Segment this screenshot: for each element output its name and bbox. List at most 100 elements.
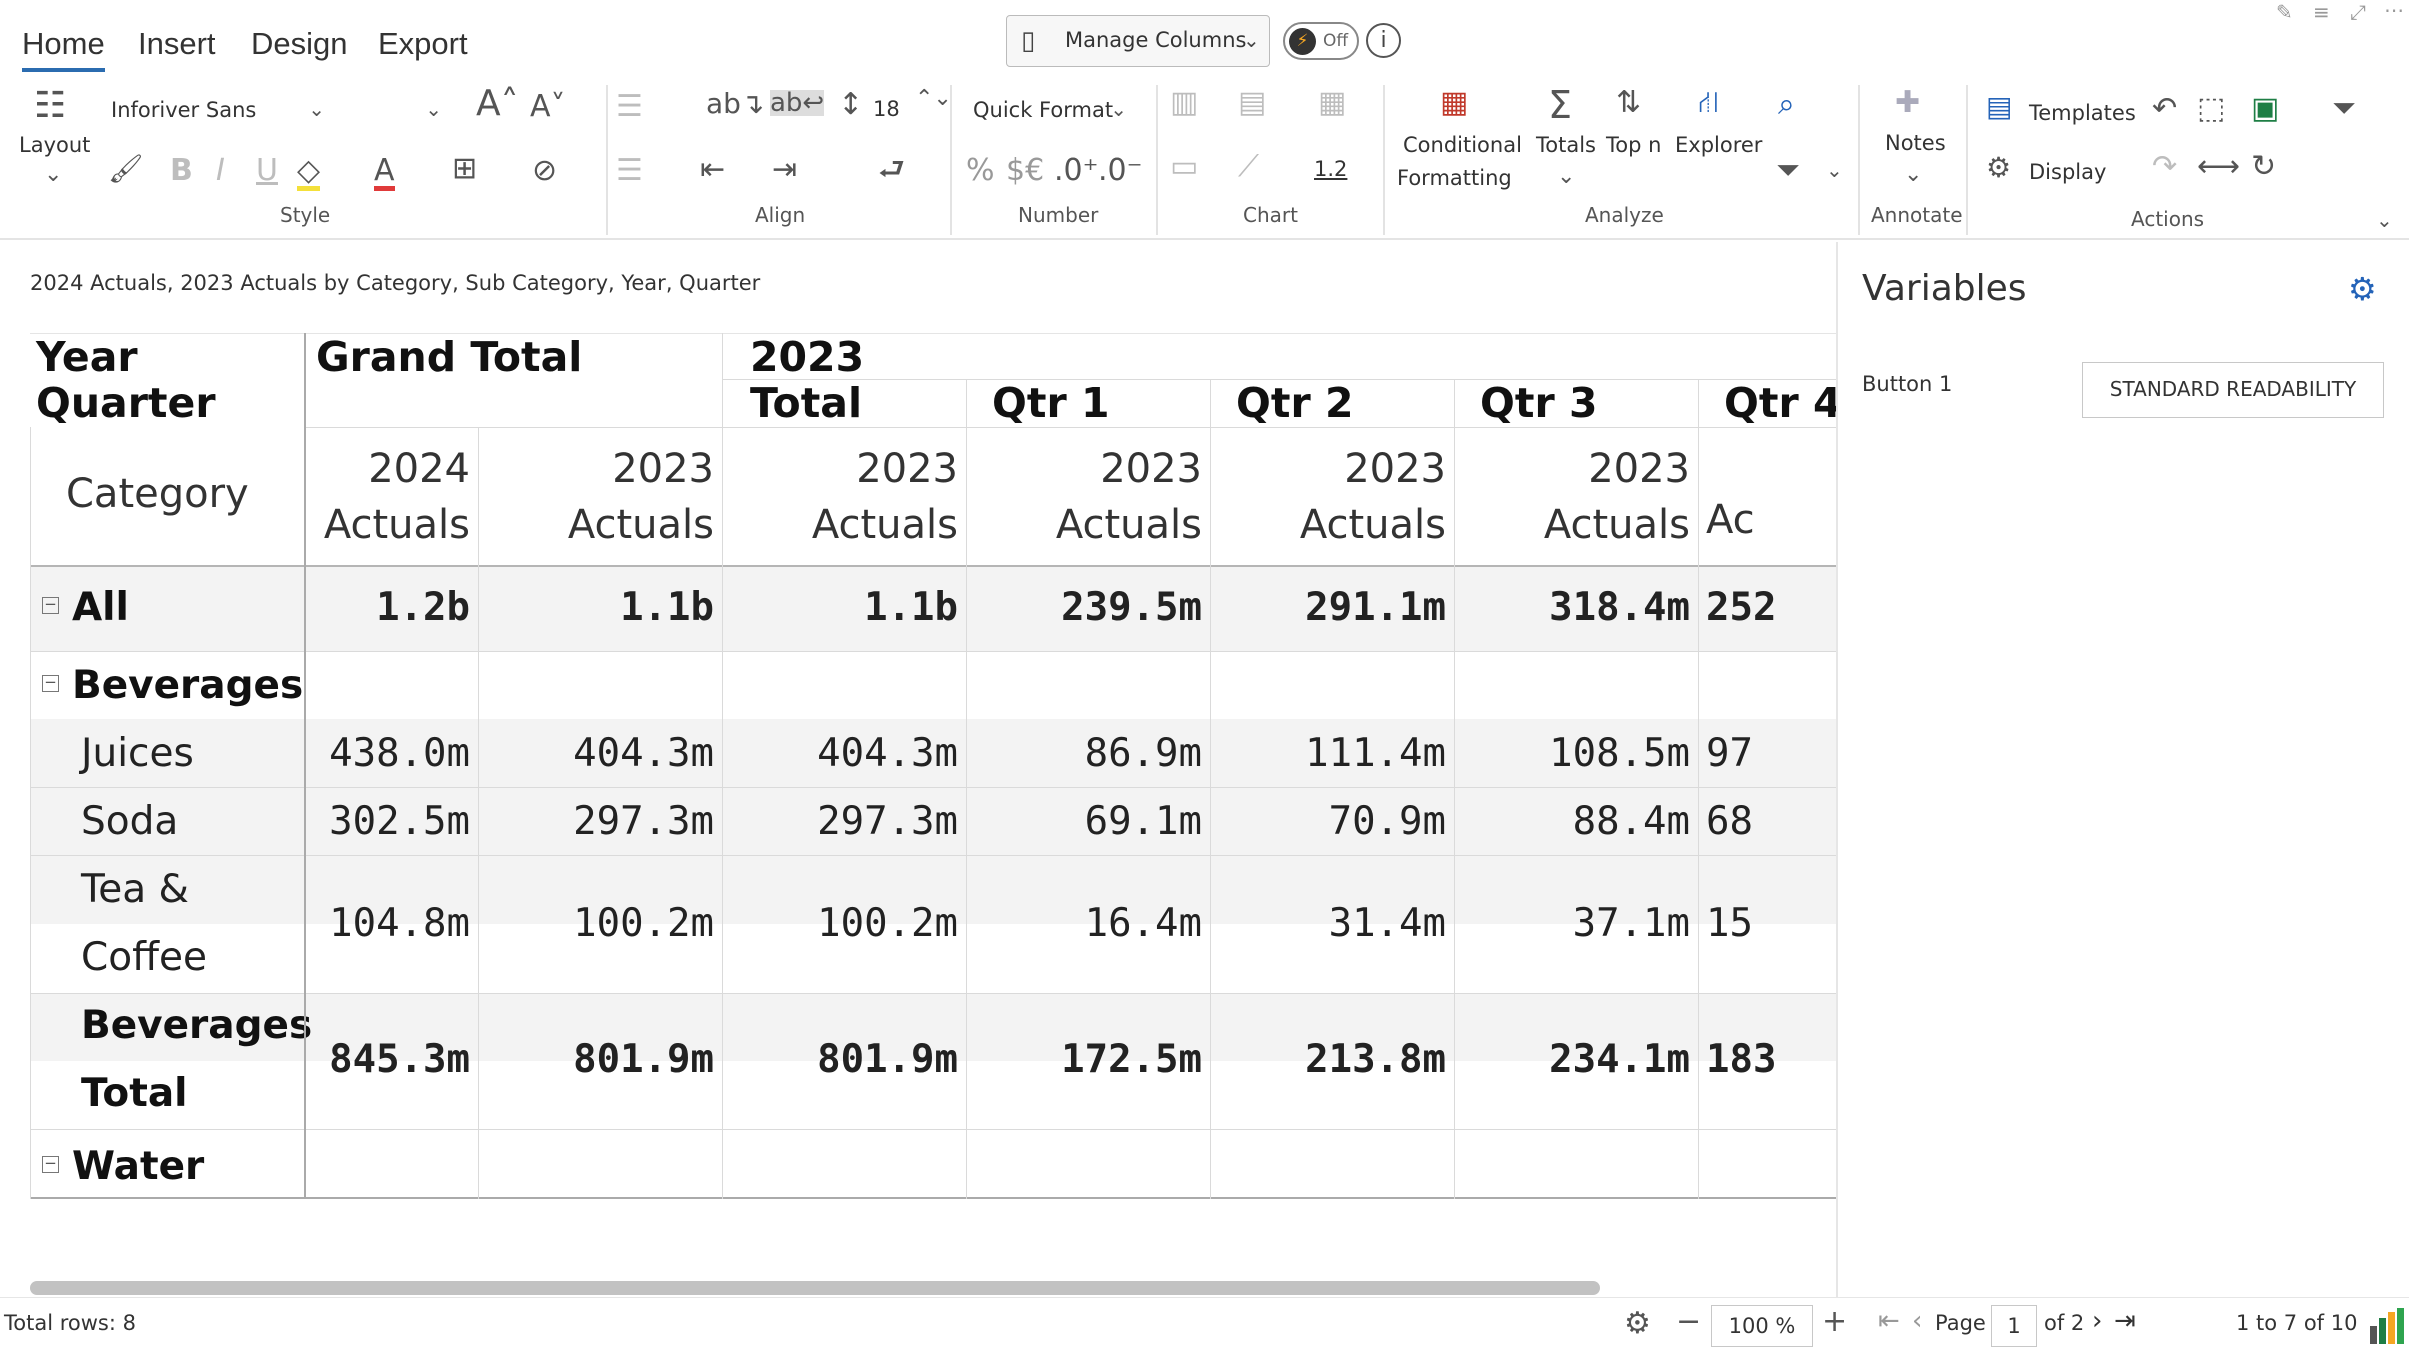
tab-export[interactable]: Export (378, 26, 468, 61)
top-n-label[interactable]: Top n (1606, 133, 1662, 157)
fill-color-icon[interactable]: ◇ (297, 156, 321, 191)
reset-icon[interactable]: ↻ (2251, 149, 2277, 184)
table-cell[interactable]: 213.8m (1305, 1037, 1446, 1082)
pin-icon[interactable]: ✎ (2276, 0, 2293, 24)
row-height-value[interactable]: 18 (873, 97, 900, 121)
font-size-select[interactable]: ⌄ (355, 88, 455, 132)
collapse-water-toggle[interactable]: − (42, 1156, 59, 1173)
currency-icon[interactable]: $€ (1006, 153, 1045, 188)
table-cell[interactable]: 69.1m (1084, 799, 1202, 844)
bold-icon[interactable]: B (170, 153, 193, 188)
table-cell[interactable]: 801.9m (573, 1037, 714, 1082)
filter-icon[interactable]: ⏷ (1776, 153, 1800, 188)
underline-icon[interactable]: U (256, 153, 278, 188)
increase-font-icon[interactable]: A˄ (476, 83, 519, 124)
table-cell[interactable]: 239.5m (1061, 585, 1202, 630)
table-cell[interactable]: 31.4m (1328, 901, 1446, 946)
filter-pane-icon[interactable]: ≡ (2313, 0, 2330, 24)
table-cell[interactable]: 88.4m (1572, 799, 1690, 844)
table-cell[interactable]: 1.1b (620, 585, 714, 630)
excel-export-icon[interactable]: ▣ (2251, 91, 2280, 126)
italic-icon[interactable]: I (216, 153, 225, 188)
zoom-input[interactable]: 100 % (1711, 1305, 1813, 1347)
table-cell[interactable]: 318.4m (1549, 585, 1690, 630)
tab-home[interactable]: Home (22, 26, 105, 72)
font-color-icon[interactable]: A (374, 156, 395, 191)
table-cell[interactable]: 100.2m (817, 901, 958, 946)
horizontal-scrollbar[interactable] (30, 1281, 1600, 1295)
table-cell[interactable]: 438.0m (329, 731, 470, 776)
table-cell[interactable]: 404.3m (573, 731, 714, 776)
standard-readability-button[interactable]: STANDARD READABILITY (2082, 362, 2384, 418)
decrease-indent-icon[interactable]: ⇤ (700, 152, 726, 187)
table-cell[interactable]: 801.9m (817, 1037, 958, 1082)
conditional-formatting-icon[interactable]: ▦ (1440, 85, 1469, 120)
table-cell[interactable]: 100.2m (573, 901, 714, 946)
chevron-down-icon[interactable]: ⌄ (44, 162, 63, 187)
notes-icon[interactable]: ✚ (1895, 85, 1921, 120)
top-n-icon[interactable]: ⇅ (1616, 85, 1642, 120)
first-page-icon[interactable]: ⇤ (1878, 1306, 1900, 1336)
tab-insert[interactable]: Insert (138, 26, 216, 61)
format-painter-icon[interactable]: 🖌 (108, 152, 144, 185)
gear-icon[interactable]: ⚙ (1624, 1306, 1651, 1341)
table-cell[interactable]: 70.9m (1328, 799, 1446, 844)
table-cell[interactable]: 297.3m (573, 799, 714, 844)
table-cell[interactable]: 15 (1706, 901, 1753, 946)
display-label[interactable]: Display (2029, 160, 2107, 184)
undo-icon[interactable]: ↶ (2152, 91, 2178, 126)
collapse-beverages-toggle[interactable]: − (42, 675, 59, 692)
table-cell[interactable]: 297.3m (817, 799, 958, 844)
line-chart-icon[interactable]: ⟋ (1238, 149, 1259, 184)
column-chart-icon[interactable]: ▥ (1170, 85, 1199, 120)
more-options-icon[interactable]: ⋯ (2384, 0, 2404, 22)
table-cell[interactable]: 97 (1706, 731, 1753, 776)
next-page-icon[interactable]: › (2092, 1306, 2103, 1336)
zoom-out-icon[interactable]: − (1676, 1304, 1702, 1339)
shrink-text-icon[interactable]: ab↩ (770, 88, 825, 118)
search-icon[interactable]: ⌕ (1778, 87, 1795, 122)
column-width-icon[interactable]: ⬚ (2197, 91, 2226, 126)
table-cell[interactable]: 37.1m (1572, 901, 1690, 946)
table-cell[interactable]: 1.2b (376, 585, 470, 630)
decimal-format-value[interactable]: 1.2 (1314, 157, 1348, 181)
table-cell[interactable]: 252 (1706, 585, 1777, 630)
table-cell[interactable]: 111.4m (1305, 731, 1446, 776)
stepper-icon[interactable]: ⌃⌄ (915, 86, 952, 111)
fit-width-icon[interactable]: ⟷ (2197, 149, 2241, 184)
zoom-in-icon[interactable]: + (1822, 1304, 1848, 1339)
page-number-input[interactable]: 1 (1991, 1305, 2037, 1347)
vertical-align-icon[interactable]: ☰ (616, 153, 643, 188)
increase-decimal-icon[interactable]: .0⁺ (1054, 153, 1099, 188)
horizontal-align-icon[interactable]: ☰ (616, 89, 643, 124)
sigma-icon[interactable]: Σ (1548, 83, 1573, 127)
gear-icon[interactable]: ⚙ (1986, 151, 2012, 184)
notes-label[interactable]: Notes (1885, 131, 1946, 155)
wrap-text-icon[interactable]: ab↴ (706, 87, 765, 120)
waterfall-chart-icon[interactable]: ▦ (1318, 85, 1347, 120)
row-height-icon[interactable]: ↕ (838, 87, 864, 122)
templates-icon[interactable]: ▤ (1986, 90, 2013, 123)
chevron-down-icon[interactable]: ⌄ (1557, 164, 1576, 189)
chevron-down-icon[interactable]: ⌄ (1904, 162, 1923, 187)
table-cell[interactable]: 86.9m (1084, 731, 1202, 776)
previous-page-icon[interactable]: ‹ (1912, 1306, 1923, 1336)
redo-icon[interactable]: ↷ (2152, 149, 2178, 184)
clear-filter-icon[interactable]: ⏷ (2332, 91, 2356, 126)
table-cell[interactable]: 404.3m (817, 731, 958, 776)
table-cell[interactable]: 16.4m (1084, 901, 1202, 946)
increase-indent-icon[interactable]: ⇥ (772, 152, 798, 187)
layout-icon[interactable]: ☷ (34, 85, 67, 126)
chevron-down-icon[interactable]: ⌄ (1826, 158, 1843, 182)
focus-mode-icon[interactable]: ⤢ (2350, 0, 2366, 24)
tab-design[interactable]: Design (251, 26, 348, 61)
totals-label[interactable]: Totals (1536, 133, 1596, 157)
table-cell[interactable]: 1.1b (864, 585, 958, 630)
table-cell[interactable]: 845.3m (329, 1037, 470, 1082)
collapse-all-toggle[interactable]: − (42, 597, 59, 614)
collapse-ribbon-icon[interactable]: ⌄ (2376, 208, 2393, 232)
table-cell[interactable]: 234.1m (1549, 1037, 1690, 1082)
table-cell[interactable]: 108.5m (1549, 731, 1690, 776)
table-cell[interactable]: 183 (1706, 1037, 1777, 1082)
table-cell[interactable]: 291.1m (1305, 585, 1446, 630)
